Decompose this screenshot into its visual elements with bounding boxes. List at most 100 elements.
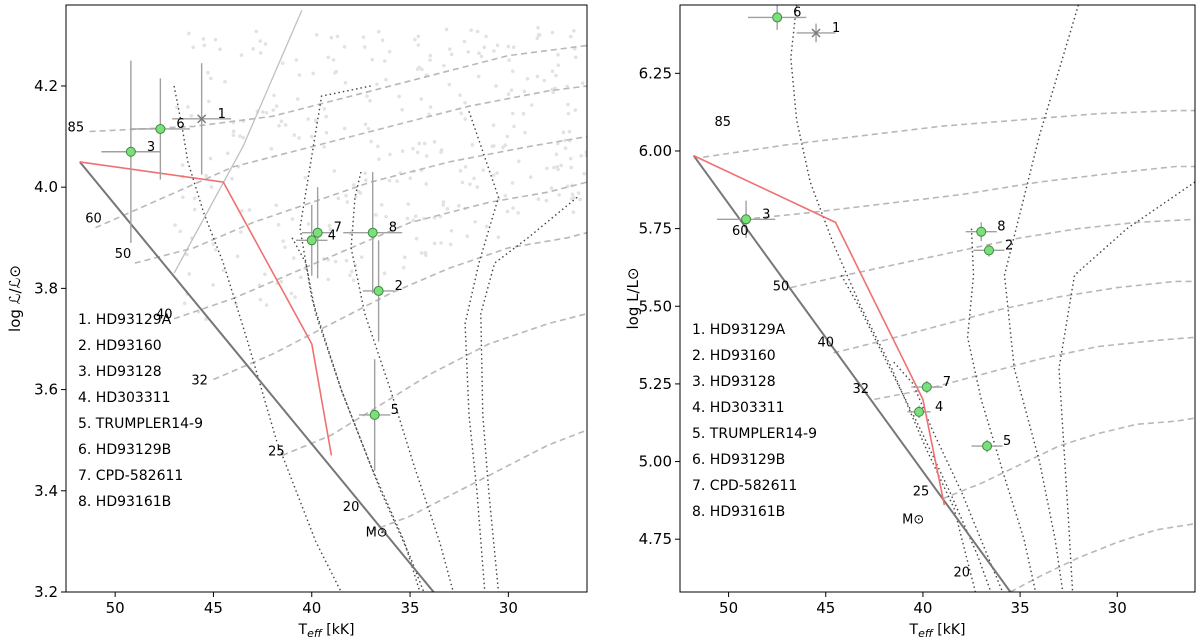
- plot-area: [79, 9, 587, 592]
- population-point: [279, 119, 284, 124]
- population-point: [463, 117, 467, 121]
- population-point: [578, 197, 583, 202]
- population-point: [297, 73, 302, 77]
- star-point: [965, 222, 997, 242]
- population-point: [556, 52, 560, 57]
- isochrone: [1058, 181, 1195, 592]
- evolution-track: [281, 312, 587, 457]
- star-marker: [369, 409, 380, 420]
- population-point: [322, 107, 327, 111]
- population-point: [181, 195, 185, 200]
- population-point: [324, 130, 329, 135]
- population-point: [331, 58, 336, 62]
- population-point: [448, 242, 453, 247]
- population-point: [573, 108, 578, 112]
- star-point: [971, 439, 1003, 453]
- population-point: [295, 97, 300, 101]
- evolution-track: [89, 44, 587, 133]
- star-marker: [811, 28, 821, 38]
- population-point: [353, 194, 358, 199]
- population-point: [491, 173, 496, 178]
- population-point: [517, 159, 521, 164]
- population-point: [506, 44, 511, 49]
- population-point: [411, 146, 415, 151]
- population-point: [449, 52, 454, 57]
- population-point: [276, 222, 281, 227]
- population-point: [551, 90, 555, 95]
- population-point: [516, 211, 520, 215]
- population-point: [223, 79, 227, 84]
- population-point: [204, 317, 208, 321]
- population-point: [187, 272, 192, 276]
- population-point: [416, 43, 421, 47]
- population-point: [382, 59, 387, 63]
- population-point: [496, 197, 501, 201]
- population-point: [344, 258, 349, 263]
- population-point: [368, 98, 372, 103]
- x-axis-label-main: T: [909, 622, 919, 638]
- population-point: [358, 191, 363, 195]
- star-label: 2: [395, 279, 403, 294]
- population-point: [401, 265, 406, 270]
- population-point: [209, 76, 213, 81]
- population-point: [458, 169, 463, 173]
- star-point: [343, 171, 403, 294]
- population-point: [343, 80, 348, 85]
- population-point: [470, 143, 475, 147]
- population-point: [239, 230, 243, 234]
- population-point: [491, 123, 496, 127]
- population-point: [554, 73, 558, 78]
- boundary-line: [693, 154, 946, 506]
- star-point: [130, 78, 190, 180]
- population-point: [281, 239, 285, 243]
- population-point: [475, 29, 480, 34]
- population-point: [271, 108, 276, 112]
- population-point: [415, 67, 420, 72]
- population-point: [240, 209, 244, 213]
- x-axis-label: Teff [kK]: [298, 622, 355, 640]
- population-point: [387, 178, 392, 183]
- mass-unit-label: M⊙: [902, 513, 924, 528]
- population-point: [573, 55, 578, 60]
- population-point: [509, 88, 514, 93]
- population-point: [511, 206, 515, 210]
- population-point: [535, 74, 540, 79]
- legend-entry: 2. HD93160: [692, 348, 776, 364]
- population-point: [510, 181, 515, 185]
- star-label: 6: [793, 5, 801, 20]
- population-point: [370, 57, 375, 62]
- star-point: [101, 60, 161, 243]
- star-point: [296, 204, 328, 276]
- population-point: [566, 111, 571, 116]
- population-point: [495, 43, 500, 48]
- legend-entry: 7. CPD-582611: [78, 468, 183, 484]
- population-point: [382, 271, 387, 276]
- mass-label: 60: [85, 212, 102, 227]
- y-tick-label: 5.50: [639, 297, 672, 315]
- population-point: [422, 141, 427, 146]
- population-point: [424, 154, 429, 158]
- population-point: [554, 152, 559, 157]
- star-marker: [155, 123, 166, 134]
- population-point: [297, 136, 301, 140]
- population-point: [292, 133, 297, 137]
- population-point: [335, 34, 340, 39]
- population-point: [457, 203, 461, 208]
- population-point: [441, 200, 446, 204]
- population-point: [311, 71, 315, 76]
- evolution-track: [703, 109, 1195, 158]
- mass-label: 85: [714, 115, 731, 130]
- population-point: [432, 140, 437, 144]
- population-point: [231, 129, 236, 134]
- y-tick-label: 6.00: [639, 142, 672, 160]
- x-tick-label: 35: [1011, 599, 1030, 617]
- x-tick-label: 30: [499, 599, 518, 617]
- mass-label: 20: [343, 500, 360, 515]
- population-point: [439, 241, 443, 245]
- population-point: [324, 114, 329, 119]
- population-point: [235, 254, 240, 259]
- star-label: 1: [832, 21, 840, 36]
- population-point: [584, 150, 587, 155]
